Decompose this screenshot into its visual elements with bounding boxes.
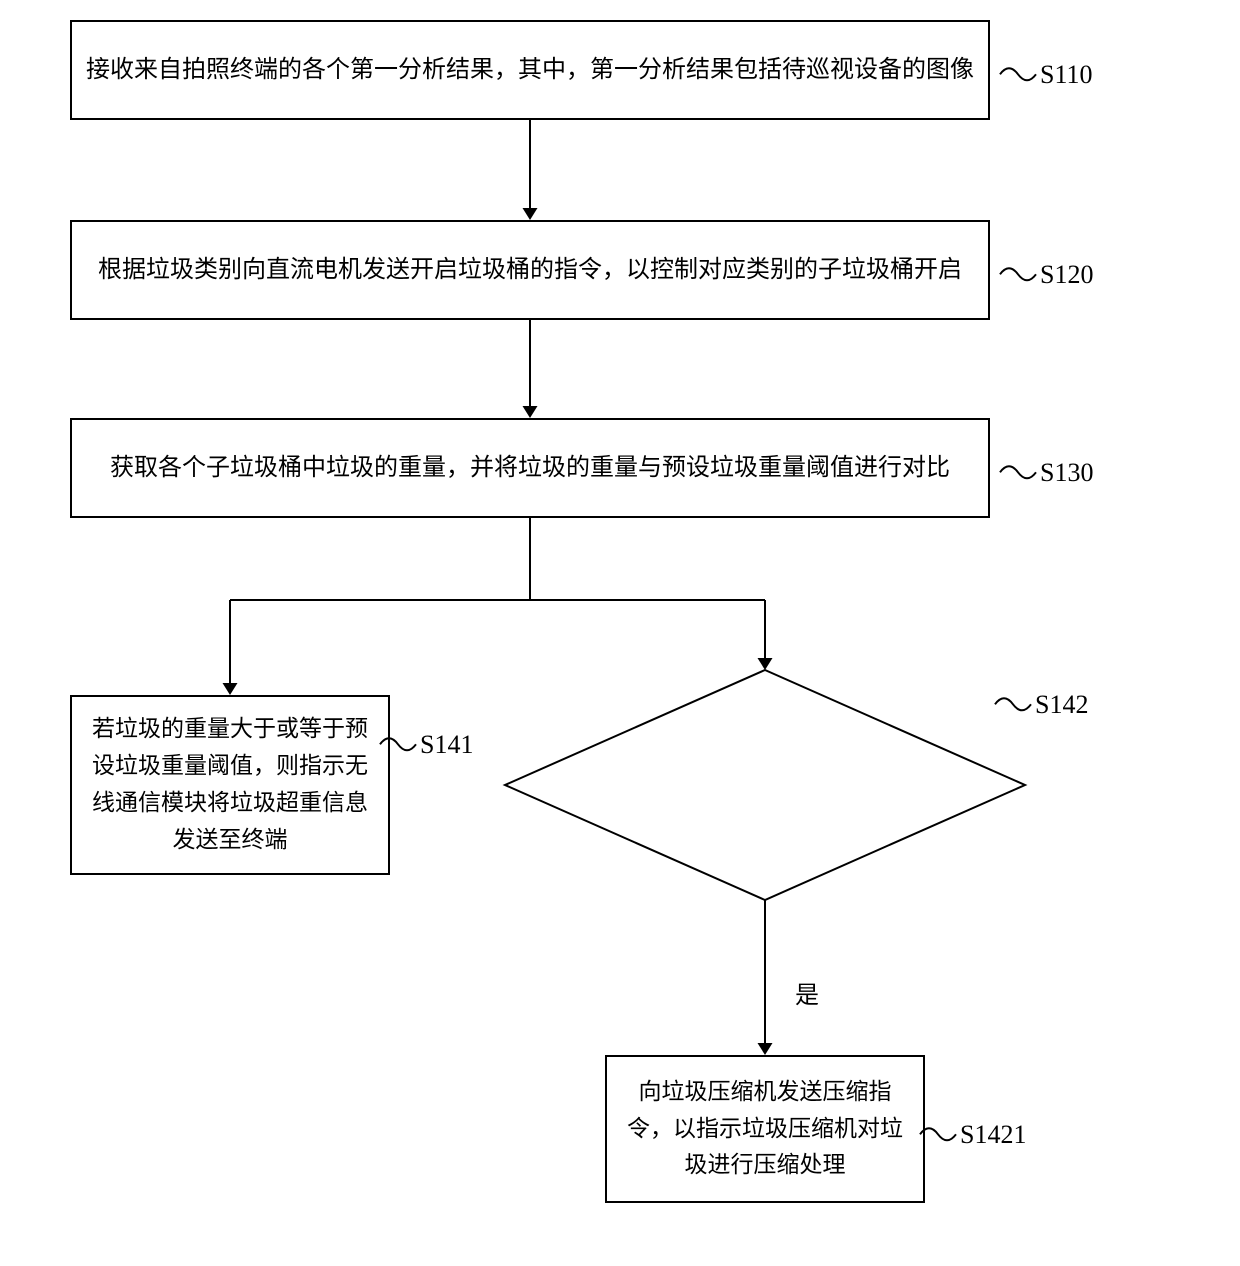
step-s141-text: 若垃圾的重量大于或等于预设垃圾重量阈值，则指示无线通信模块将垃圾超重信息发送至终… bbox=[84, 711, 376, 858]
decision-s142-text: 若垃圾的重量小于预设垃圾重量阈值，则判断子垃圾桶是否装满 bbox=[593, 755, 938, 817]
label-yes: 是 bbox=[795, 975, 819, 1010]
label-s142: S142 bbox=[1035, 690, 1088, 720]
step-s1421-text: 向垃圾压缩机发送压缩指令，以指示垃圾压缩机对垃圾进行压缩处理 bbox=[619, 1074, 911, 1184]
step-s130-text: 获取各个子垃圾桶中垃圾的重量，并将垃圾的重量与预设垃圾重量阈值进行对比 bbox=[110, 449, 950, 487]
label-s1421: S1421 bbox=[960, 1120, 1026, 1150]
step-s120: 根据垃圾类别向直流电机发送开启垃圾桶的指令，以控制对应类别的子垃圾桶开启 bbox=[70, 220, 990, 320]
step-s110: 接收来自拍照终端的各个第一分析结果，其中，第一分析结果包括待巡视设备的图像 bbox=[70, 20, 990, 120]
step-s130: 获取各个子垃圾桶中垃圾的重量，并将垃圾的重量与预设垃圾重量阈值进行对比 bbox=[70, 418, 990, 518]
step-s110-text: 接收来自拍照终端的各个第一分析结果，其中，第一分析结果包括待巡视设备的图像 bbox=[86, 51, 974, 89]
label-s120: S120 bbox=[1040, 260, 1093, 290]
step-s120-text: 根据垃圾类别向直流电机发送开启垃圾桶的指令，以控制对应类别的子垃圾桶开启 bbox=[98, 251, 962, 289]
label-s141: S141 bbox=[420, 730, 473, 760]
label-s110: S110 bbox=[1040, 60, 1093, 90]
decision-s142-text-wrap: 若垃圾的重量小于预设垃圾重量阈值，则判断子垃圾桶是否装满 bbox=[585, 750, 945, 824]
step-s1421: 向垃圾压缩机发送压缩指令，以指示垃圾压缩机对垃圾进行压缩处理 bbox=[605, 1055, 925, 1203]
label-s130: S130 bbox=[1040, 458, 1093, 488]
step-s141: 若垃圾的重量大于或等于预设垃圾重量阈值，则指示无线通信模块将垃圾超重信息发送至终… bbox=[70, 695, 390, 875]
